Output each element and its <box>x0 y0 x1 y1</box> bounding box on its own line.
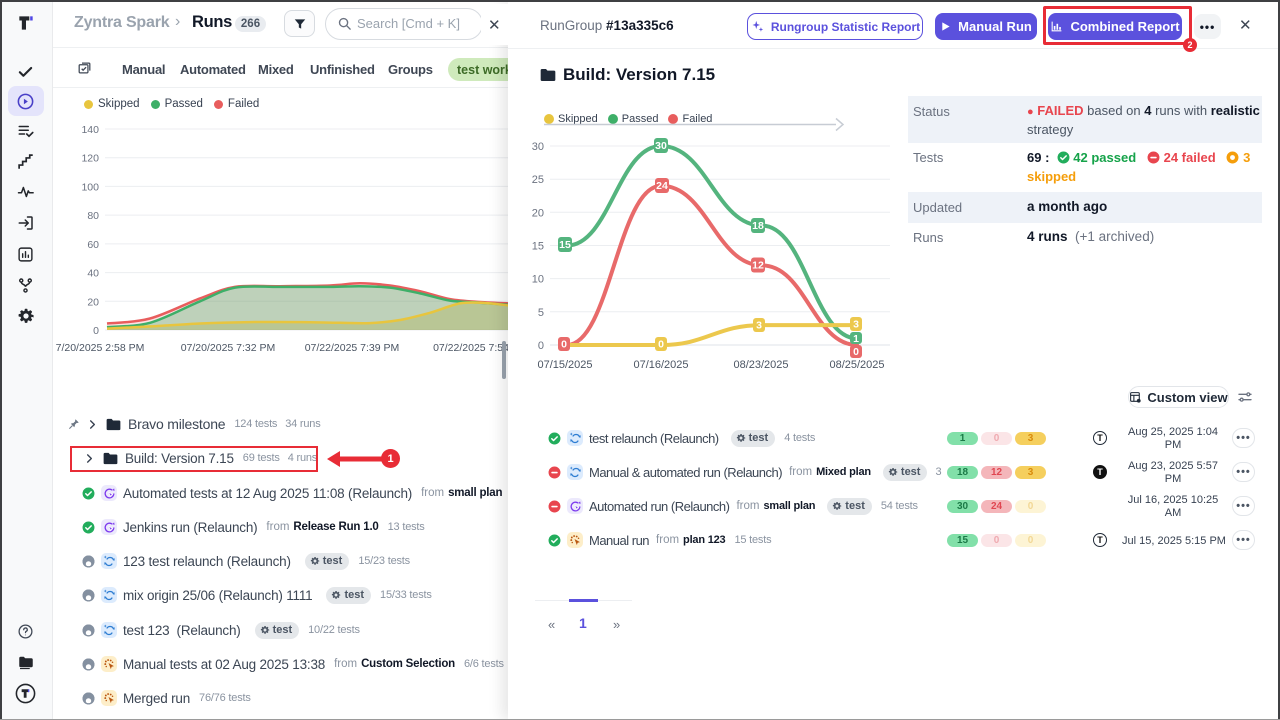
svg-text:08/25/2025: 08/25/2025 <box>829 359 884 371</box>
svg-text:15: 15 <box>532 241 544 253</box>
svg-text:12: 12 <box>752 260 764 272</box>
svg-text:10: 10 <box>532 274 544 286</box>
svg-text:60: 60 <box>87 239 99 251</box>
svg-text:3: 3 <box>756 320 762 332</box>
svg-text:1: 1 <box>853 333 859 345</box>
svg-text:0: 0 <box>538 340 544 352</box>
svg-text:40: 40 <box>87 268 99 280</box>
svg-text:80: 80 <box>87 210 99 222</box>
svg-text:30: 30 <box>532 141 544 153</box>
svg-text:3: 3 <box>853 319 859 331</box>
svg-text:20: 20 <box>87 296 99 308</box>
svg-text:100: 100 <box>81 181 99 193</box>
svg-text:07/20/2025 7:32 PM: 07/20/2025 7:32 PM <box>181 342 276 354</box>
svg-text:20: 20 <box>532 207 544 219</box>
svg-text:7/20/2025 2:58 PM: 7/20/2025 2:58 PM <box>56 342 145 354</box>
svg-text:120: 120 <box>81 153 99 165</box>
svg-text:18: 18 <box>752 220 764 232</box>
svg-text:5: 5 <box>538 307 544 319</box>
svg-text:0: 0 <box>93 325 99 337</box>
svg-text:24: 24 <box>656 180 668 192</box>
svg-text:07/22/2025 7:54 P: 07/22/2025 7:54 P <box>433 342 512 354</box>
svg-text:07/22/2025 7:39 PM: 07/22/2025 7:39 PM <box>305 342 400 354</box>
svg-text:07/15/2025: 07/15/2025 <box>537 359 592 371</box>
svg-text:15: 15 <box>559 239 571 251</box>
svg-text:08/23/2025: 08/23/2025 <box>733 359 788 371</box>
svg-text:0: 0 <box>853 346 859 358</box>
svg-text:0: 0 <box>561 339 567 351</box>
svg-text:30: 30 <box>655 140 667 152</box>
svg-text:0: 0 <box>658 339 664 351</box>
svg-text:140: 140 <box>81 124 99 136</box>
svg-text:25: 25 <box>532 174 544 186</box>
svg-text:07/16/2025: 07/16/2025 <box>633 359 688 371</box>
